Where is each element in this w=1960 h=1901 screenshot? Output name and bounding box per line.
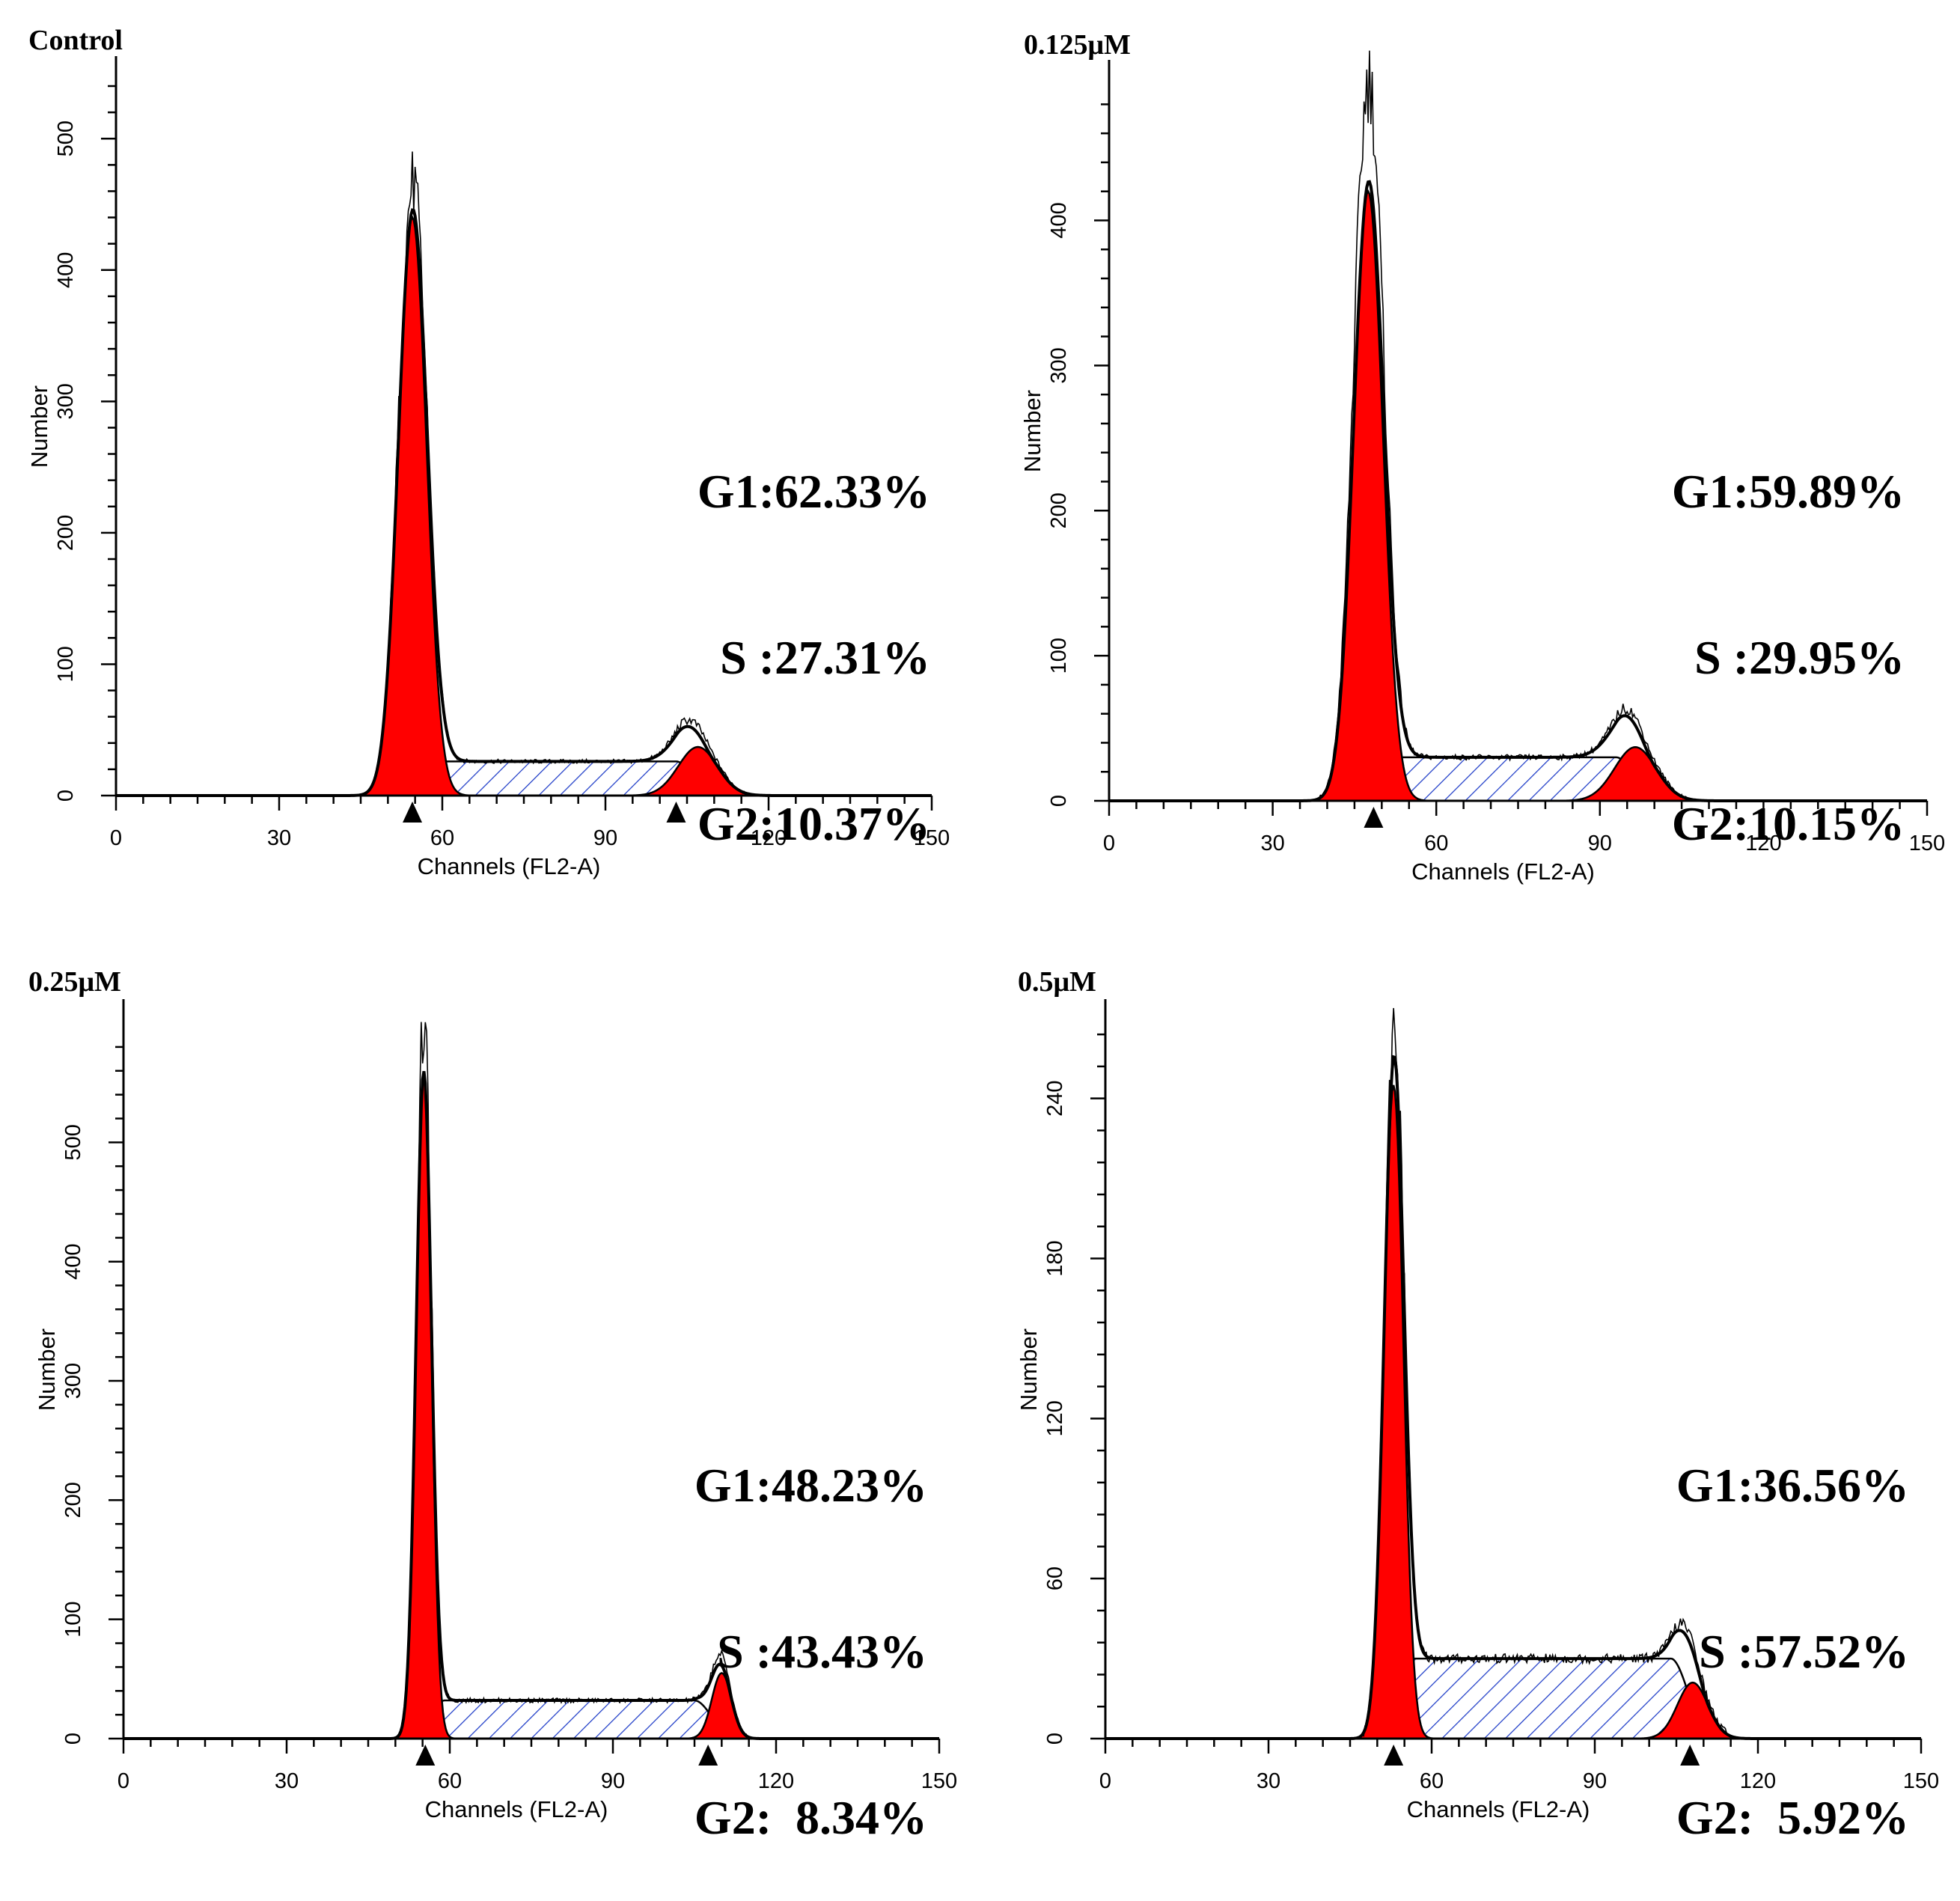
x-tick-label: 0 <box>117 1769 129 1793</box>
x-tick-label: 60 <box>1420 1769 1444 1793</box>
stat-g1: G1:36.56% <box>1676 1459 1909 1512</box>
y-axis-title: Number <box>1016 1328 1042 1411</box>
x-tick-label: 60 <box>438 1769 462 1793</box>
x-tick-label: 30 <box>1257 1769 1280 1793</box>
s-phase-area <box>417 1699 733 1740</box>
x-tick-label: 30 <box>1260 832 1284 855</box>
peak-marker-triangle <box>403 802 423 823</box>
stats-block-control: G1:62.33% S :27.31% G2:10.37% <box>697 353 930 907</box>
y-tick-label: 500 <box>54 120 78 156</box>
y-tick-label: 120 <box>1043 1400 1067 1436</box>
stat-s: S :27.31% <box>720 631 930 684</box>
y-tick-label: 400 <box>61 1243 85 1279</box>
stats-block-0125um: G1:59.89% S :29.95% G2:10.15% <box>1672 353 1905 907</box>
y-axis-title: Number <box>26 385 52 468</box>
g1-peak-area <box>1305 189 1431 802</box>
stats-block-05um: G1:36.56% S :57.52% G2: 5.92% <box>1676 1347 1909 1901</box>
y-axis-title: Number <box>34 1328 60 1411</box>
y-tick-label: 240 <box>1043 1080 1067 1116</box>
x-tick-label: 150 <box>921 1769 957 1793</box>
y-tick-label: 300 <box>54 383 78 419</box>
x-tick-label: 0 <box>110 826 122 850</box>
peak-marker-triangle <box>666 802 686 823</box>
g1-peak-area <box>352 215 472 797</box>
x-tick-label: 150 <box>1909 832 1945 855</box>
x-tick-label: 90 <box>601 1769 625 1793</box>
x-tick-label: 0 <box>1103 832 1115 855</box>
histogram-chart-025um: 0 30 60 90 120 150 0 100 200 300 400 500 Channels (F… <box>34 999 957 1822</box>
x-axis-title: Channels (FL2-A) <box>425 1796 608 1822</box>
x-tick-label: 150 <box>914 826 950 850</box>
y-tick-label: 0 <box>1043 1733 1067 1745</box>
panel-title-0125um: 0.125μM <box>1024 29 1131 61</box>
stat-g2: G2: 5.92% <box>1676 1791 1909 1844</box>
y-tick-label: 60 <box>1043 1566 1067 1590</box>
x-axis-title: Channels (FL2-A) <box>1411 858 1595 885</box>
y-tick-label: 0 <box>61 1733 85 1745</box>
peak-marker-triangle <box>698 1745 718 1766</box>
x-tick-label: 120 <box>751 826 787 850</box>
peak-marker-triangle <box>1384 1745 1404 1766</box>
x-tick-label: 30 <box>275 1769 299 1793</box>
y-axis-title: Number <box>1019 390 1045 472</box>
y-tick-label: 200 <box>1047 492 1071 528</box>
x-tick-label: 120 <box>758 1769 794 1793</box>
s-phase-area <box>1382 1657 1709 1740</box>
x-tick-label: 90 <box>1588 832 1612 855</box>
histogram-chart-0125um: 0 30 60 90 120 150 0 100 200 300 400 Channels (FL2-… <box>1019 50 1945 885</box>
stat-g2: G2:10.37% <box>697 797 930 850</box>
stat-g1: G1:62.33% <box>697 465 930 518</box>
g1-peak-area <box>391 1077 457 1740</box>
panel-title-025um: 0.25μM <box>28 966 121 998</box>
stat-g1: G1:48.23% <box>694 1459 927 1512</box>
x-tick-label: 30 <box>267 826 291 850</box>
panel-title-05um: 0.5μM <box>1018 966 1096 998</box>
stat-g2: G2: 8.34% <box>694 1791 927 1844</box>
x-tick-label: 150 <box>1903 1769 1939 1793</box>
x-tick-label: 90 <box>593 826 617 850</box>
stat-s: S :29.95% <box>1694 631 1905 684</box>
y-tick-label: 100 <box>54 646 78 682</box>
y-tick-label: 400 <box>54 252 78 288</box>
stat-s: S :57.52% <box>1699 1625 1909 1678</box>
peak-marker-triangle <box>1680 1745 1700 1766</box>
histogram-chart-05um: 0 30 60 90 120 150 0 60 120 180 240 Channels (FL2-A… <box>1016 999 1939 1822</box>
stat-g2: G2:10.15% <box>1671 797 1905 850</box>
x-axis-title: Channels (FL2-A) <box>418 853 601 879</box>
y-tick-label: 180 <box>1043 1240 1067 1276</box>
y-tick-label: 300 <box>61 1363 85 1399</box>
y-tick-label: 300 <box>1047 347 1071 383</box>
stat-g1: G1:59.89% <box>1671 465 1905 518</box>
y-tick-label: 0 <box>54 790 78 802</box>
x-tick-label: 90 <box>1583 1769 1607 1793</box>
stats-block-025um: G1:48.23% S :43.43% G2: 8.34% <box>694 1347 927 1901</box>
stat-s: S :43.43% <box>717 1625 927 1678</box>
x-tick-label: 120 <box>1745 832 1781 855</box>
y-tick-label: 0 <box>1047 795 1071 807</box>
peak-marker-triangle <box>415 1745 436 1766</box>
g1-peak-area <box>1352 1084 1435 1740</box>
panel-title-control: Control <box>28 25 123 56</box>
y-tick-label: 400 <box>1047 202 1071 238</box>
histogram-chart-control: 0 30 60 90 120 150 0 100 200 300 400 500 Channels (F… <box>26 56 950 879</box>
y-tick-label: 100 <box>61 1601 85 1637</box>
x-axis-title: Channels (FL2-A) <box>1407 1796 1590 1822</box>
y-tick-label: 200 <box>61 1482 85 1518</box>
x-tick-label: 120 <box>1740 1769 1776 1793</box>
x-tick-label: 60 <box>1424 832 1448 855</box>
x-tick-label: 60 <box>430 826 454 850</box>
y-tick-label: 500 <box>61 1124 85 1160</box>
peak-marker-triangle <box>1364 807 1384 828</box>
x-tick-label: 0 <box>1099 1769 1111 1793</box>
y-tick-label: 200 <box>54 515 78 551</box>
y-tick-label: 100 <box>1047 638 1071 674</box>
